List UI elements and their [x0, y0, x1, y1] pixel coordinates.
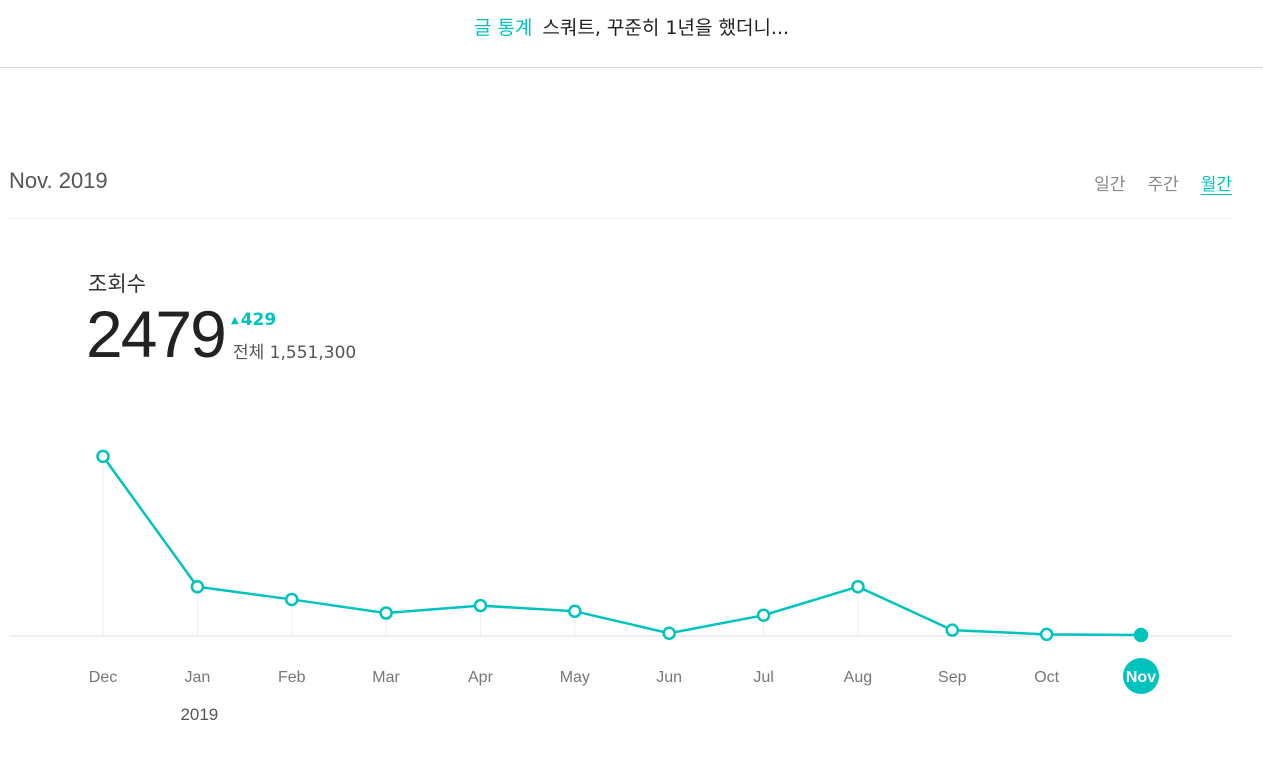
metric-value: 2479 — [86, 297, 227, 371]
x-tick-label-apr[interactable]: Apr — [468, 669, 494, 686]
divider — [9, 218, 1232, 219]
data-point-apr[interactable] — [473, 598, 488, 613]
series-line — [101, 455, 1142, 637]
section-title: 글 통계 — [473, 17, 533, 39]
x-tick-label-feb[interactable]: Feb — [278, 669, 306, 686]
data-point-mar[interactable] — [379, 606, 393, 620]
metric-delta-value: 429 — [240, 310, 277, 330]
data-point-feb[interactable] — [284, 592, 299, 607]
tab-daily[interactable]: 일간 — [1094, 175, 1126, 195]
header-bar: 글 통계 스쿼트, 꾸준히 1년을 했더니... — [0, 0, 1263, 68]
data-point-may[interactable] — [568, 604, 582, 619]
period-label: Nov. 2019 — [9, 168, 108, 193]
x-tick-label-aug[interactable]: Aug — [844, 669, 872, 686]
x-tick-label-may[interactable]: May — [560, 669, 590, 686]
data-point-oct[interactable] — [1039, 627, 1054, 642]
x-tick-label-mar[interactable]: Mar — [372, 669, 400, 686]
x-tick-label-sep[interactable]: Sep — [938, 669, 967, 686]
tab-weekly[interactable]: 주간 — [1147, 175, 1179, 195]
x-tick-label-jan[interactable]: Jan — [184, 669, 210, 686]
data-point-aug[interactable] — [851, 579, 865, 594]
metric-label: 조회수 — [88, 272, 146, 296]
metric-delta: ▲ 429 — [231, 310, 276, 330]
x-tick-label-oct[interactable]: Oct — [1034, 669, 1059, 686]
data-point-jul[interactable] — [756, 608, 771, 622]
x-tick-label-dec[interactable]: Dec — [89, 669, 117, 686]
up-triangle-icon: ▲ — [231, 315, 239, 326]
data-point-jan[interactable] — [190, 579, 205, 594]
metric-total: 전체 1,551,300 — [233, 343, 357, 363]
period-tabs: 일간 주간 월간 — [1072, 170, 1232, 195]
post-title[interactable]: 스쿼트, 꾸준히 1년을 했더니... — [542, 17, 790, 39]
active-month-badge — [1123, 658, 1159, 694]
data-point-dec[interactable] — [96, 449, 110, 464]
tab-monthly[interactable]: 월간 — [1200, 175, 1232, 195]
data-point-jun[interactable] — [662, 626, 676, 640]
x-tick-label-jun[interactable]: Jun — [656, 669, 682, 686]
x-tick-label-jul[interactable]: Jul — [753, 669, 773, 686]
x-tick-label-nov[interactable]: Nov — [1126, 669, 1156, 686]
data-point-sep[interactable] — [945, 623, 960, 637]
data-point-nov[interactable] — [1133, 627, 1149, 643]
x-year-label: 2019 — [180, 705, 218, 724]
